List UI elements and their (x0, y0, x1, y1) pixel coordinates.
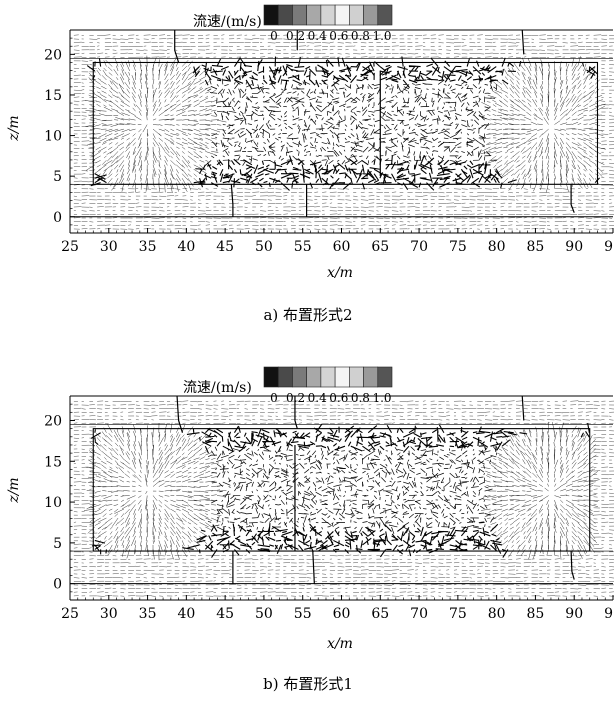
x-tick-label: 65 (371, 606, 389, 622)
caption-a: a) 布置形式2 (263, 306, 352, 324)
x-tick-label: 60 (333, 606, 351, 622)
x-tick-label: 30 (100, 606, 118, 622)
colorbar-tick-label: 1.0 (372, 391, 391, 405)
y-tick-label: 15 (44, 88, 62, 104)
x-tick-label: 45 (216, 239, 234, 255)
x-tick-label: 70 (410, 606, 428, 622)
y-tick-label: 10 (44, 495, 62, 511)
y-axis-label-b: z/m (6, 477, 22, 503)
colorbar-swatch (321, 367, 335, 387)
colorbar-swatch (292, 5, 306, 25)
x-tick-label: 50 (255, 239, 273, 255)
x-tick-label: 65 (371, 239, 389, 255)
colorbar-swatch (335, 367, 349, 387)
x-tick-label: 90 (565, 606, 583, 622)
y-tick-label: 0 (53, 577, 62, 593)
colorbar-tick-label: 0 (270, 391, 278, 405)
colorbar-tick-label: 0.4 (308, 391, 327, 405)
x-tick-label: 55 (294, 239, 312, 255)
x-tick-label: 30 (100, 239, 118, 255)
colorbar-swatch (292, 367, 306, 387)
y-tick-label: 15 (44, 454, 62, 470)
x-tick-label: 75 (449, 606, 467, 622)
x-tick-label: 90 (565, 239, 583, 255)
partition-wall (522, 30, 524, 54)
x-tick-label: 85 (527, 606, 545, 622)
colorbar-swatch (364, 367, 378, 387)
x-axis-label-a: x/m (327, 265, 353, 281)
partition-wall (571, 184, 574, 212)
x-tick-label: 60 (333, 239, 351, 255)
y-tick-label: 20 (44, 413, 62, 429)
x-tick-label: 80 (488, 606, 506, 622)
colorbar-tick-label: 0.6 (329, 29, 348, 43)
colorbar-swatch (264, 367, 278, 387)
x-tick-label: 35 (139, 606, 157, 622)
x-tick-label: 40 (177, 606, 195, 622)
colorbar-tick-label: 0.4 (308, 29, 327, 43)
x-tick-label: 75 (449, 239, 467, 255)
x-tick-label: 85 (527, 239, 545, 255)
x-tick-label: 80 (488, 239, 506, 255)
velocity-vectors (74, 401, 614, 597)
colorbar-swatch (264, 5, 278, 25)
colorbar-tick-label: 0.6 (329, 391, 348, 405)
x-tick-label: 25 (61, 239, 79, 255)
colorbar-swatch (349, 5, 363, 25)
colorbar-swatch (335, 5, 349, 25)
colorbar-swatch (378, 5, 392, 25)
y-tick-label: 10 (44, 129, 62, 145)
colorbar-title-b: 流速/(m/s) (183, 380, 252, 396)
x-tick-label: 45 (216, 606, 234, 622)
colorbar-tick-label: 0.2 (286, 391, 305, 405)
velocity-vectors (74, 35, 614, 230)
x-axis-label-b: x/m (327, 636, 353, 652)
partition-wall (231, 184, 233, 216)
x-tick-label: 40 (177, 239, 195, 255)
colorbar-swatch (364, 5, 378, 25)
caption-b: b) 布置形式1 (263, 675, 353, 693)
x-tick-label: 95 (604, 239, 614, 255)
colorbar-swatch (307, 367, 321, 387)
x-tick-label: 35 (139, 239, 157, 255)
colorbar-tick-label: 0.8 (351, 391, 370, 405)
y-axis-label-a: z/m (6, 115, 22, 141)
y-tick-label: 5 (53, 536, 62, 552)
partition-wall (313, 551, 315, 584)
colorbar-tick-label: 0.8 (351, 29, 370, 43)
x-tick-label: 25 (61, 606, 79, 622)
colorbar-title-a: 流速/(m/s) (193, 14, 262, 30)
x-tick-label: 70 (410, 239, 428, 255)
colorbar-tick-label: 1.0 (372, 29, 391, 43)
x-tick-label: 50 (255, 606, 273, 622)
colorbar-tick-label: 0.2 (286, 29, 305, 43)
colorbar-swatch (307, 5, 321, 25)
partition-wall (177, 396, 182, 433)
partition-wall (522, 396, 524, 420)
colorbar-swatch (278, 367, 292, 387)
colorbar-swatch (378, 367, 392, 387)
colorbar-swatch (278, 5, 292, 25)
x-tick-label: 95 (604, 606, 614, 622)
x-tick-label: 55 (294, 606, 312, 622)
colorbar-swatch (349, 367, 363, 387)
y-tick-label: 5 (53, 169, 62, 185)
colorbar-tick-label: 0 (270, 29, 278, 43)
y-tick-label: 20 (44, 47, 62, 63)
colorbar-swatch (321, 5, 335, 25)
y-tick-label: 0 (53, 210, 62, 226)
